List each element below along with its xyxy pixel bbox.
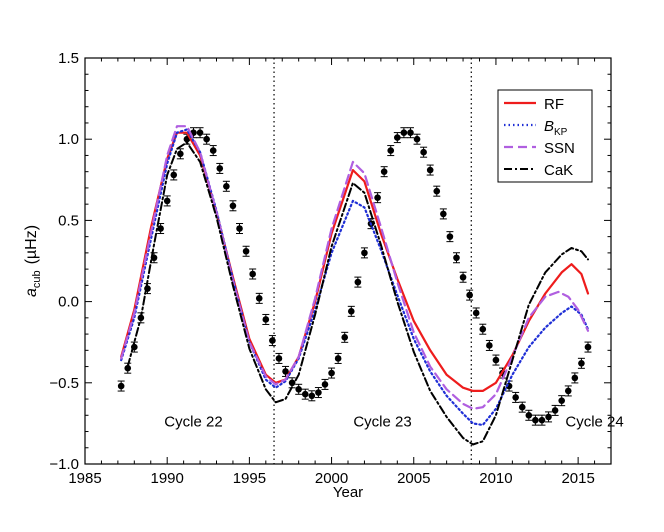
observation-point — [334, 355, 342, 362]
observation-point — [236, 225, 243, 232]
observation-point — [203, 135, 210, 143]
legend: RF BKP SSN CaK — [497, 89, 593, 183]
x-tick-label: 2010 — [479, 470, 512, 487]
observation-point — [420, 148, 427, 156]
observation-point — [216, 165, 224, 172]
observation-point — [374, 194, 381, 201]
observation-point — [301, 390, 309, 398]
observation-point — [545, 413, 552, 421]
observation-point — [275, 355, 283, 362]
observation-point — [380, 168, 388, 175]
series-line-ssn — [120, 125, 590, 410]
observation-point — [466, 291, 473, 299]
legend-label: SSN — [544, 140, 575, 157]
observation-point — [479, 325, 487, 333]
legend-label: CaK — [544, 162, 573, 179]
observation-point — [282, 368, 289, 375]
cycle-label: Cycle 22 — [164, 414, 222, 431]
observation-point — [269, 337, 276, 344]
y-axis-label: acub(µHz) — [23, 225, 43, 297]
x-tick-label: 1990 — [151, 470, 184, 487]
cycle-label: Cycle 23 — [353, 414, 411, 431]
observation-point — [196, 129, 204, 137]
observation-point — [341, 334, 349, 341]
observation-point — [407, 129, 414, 137]
series-line-cak — [126, 141, 589, 446]
y-tick-label: −0.5 — [49, 375, 79, 392]
series-line-b-kp — [120, 128, 590, 427]
observation-point — [387, 147, 395, 154]
observation-point — [571, 374, 579, 382]
observation-point — [400, 129, 408, 137]
observation-point — [229, 202, 237, 210]
observation-point — [440, 210, 447, 218]
observation-point — [242, 247, 250, 255]
x-tick-label: 2000 — [315, 470, 348, 487]
observation-point — [223, 182, 230, 190]
y-tick-label: −1.0 — [49, 456, 79, 473]
observation-point — [472, 309, 480, 317]
observation-point — [492, 356, 500, 364]
observation-point — [308, 392, 316, 400]
y-tick-label: 1.0 — [58, 131, 79, 148]
y-tick-label: 1.5 — [58, 50, 79, 67]
legend-label: BKP — [544, 118, 568, 138]
x-tick-label: 2005 — [397, 470, 430, 487]
observation-point — [157, 225, 164, 232]
legend-box — [497, 89, 593, 183]
observation-point — [512, 394, 519, 401]
observation-point — [486, 342, 493, 349]
legend-items: RF BKP SSN CaK — [504, 96, 575, 179]
observation-point — [163, 197, 171, 205]
cycle-minima-lines — [273, 58, 472, 464]
observation-point — [532, 416, 539, 424]
observation-point — [578, 360, 585, 367]
observation-point — [518, 403, 526, 411]
x-tick-label: 2015 — [561, 470, 594, 487]
observation-point — [459, 273, 467, 281]
y-tick-label: 0.5 — [58, 212, 79, 229]
observation-point — [328, 369, 335, 377]
observation-point — [170, 171, 178, 179]
observation-point — [255, 295, 263, 302]
x-tick-label: 1985 — [68, 470, 101, 487]
observation-point — [295, 385, 302, 393]
legend-label: RF — [544, 96, 564, 113]
axis-ticks: 1985 1990 1995 2000 2005 2010 2015 −1.0 −0.5 0.0 0… — [49, 50, 612, 487]
y-tick-label: 0.0 — [58, 294, 79, 311]
observation-point — [433, 187, 441, 195]
model-series — [120, 125, 590, 446]
observation-point — [315, 389, 322, 396]
observation-point — [361, 249, 368, 257]
observation-point — [177, 150, 184, 158]
observation-point — [558, 397, 565, 404]
x-axis-label: Year — [333, 484, 363, 501]
observation-point — [321, 381, 329, 388]
observation-point — [249, 270, 256, 278]
observation-point — [394, 134, 401, 141]
observation-point — [117, 382, 125, 390]
observation-point — [347, 308, 355, 315]
observation-point — [584, 343, 592, 351]
observation-point — [413, 135, 421, 143]
x-tick-label: 1995 — [233, 470, 266, 487]
cycle-label: Cycle 24 — [565, 414, 623, 431]
observation-point — [124, 364, 132, 372]
svg-text:acub(µHz): acub(µHz) — [23, 225, 43, 297]
observation-point — [564, 387, 572, 395]
observation-point — [354, 278, 362, 286]
observation-point — [209, 147, 217, 154]
observation-point — [551, 407, 559, 414]
observation-point — [538, 416, 546, 424]
observation-point — [446, 233, 454, 240]
observation-point — [426, 166, 434, 174]
cycle-annotations: Cycle 22 Cycle 23 Cycle 24 — [164, 414, 623, 431]
observation-point — [262, 316, 270, 323]
observation-point — [525, 411, 533, 419]
observation-point — [453, 254, 460, 262]
